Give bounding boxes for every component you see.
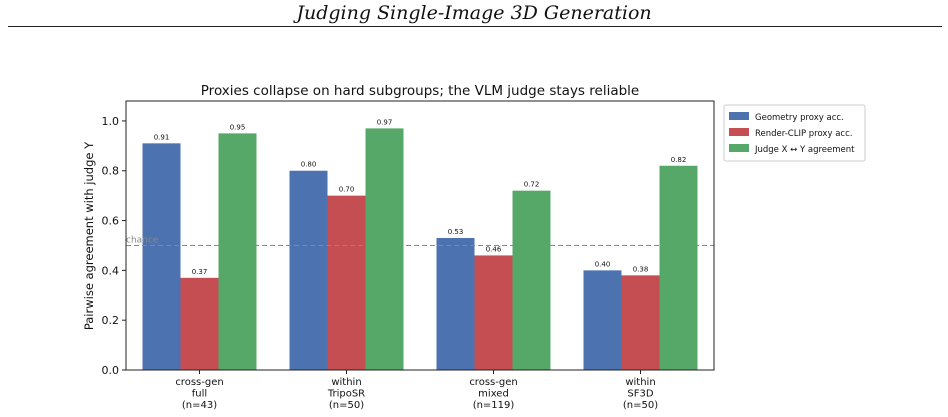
x-tick-label-line: (n=43) <box>182 400 217 411</box>
bar-value-label: 0.38 <box>633 265 649 273</box>
bar-value-label: 0.70 <box>339 186 355 194</box>
bar-value-label: 0.91 <box>154 133 170 141</box>
plot-frame <box>125 100 715 371</box>
x-tick-label-line: SF3D <box>627 389 653 400</box>
running-header: Judging Single-Image 3D Generation <box>296 2 652 24</box>
chance-line-label: chance <box>126 235 159 245</box>
x-tick-label: within SF3D (n=50) <box>623 377 658 411</box>
bar <box>659 165 698 370</box>
legend-box <box>723 104 866 162</box>
bar <box>436 237 475 370</box>
bar-value-label: 0.95 <box>230 123 246 131</box>
y-axis-label: Pairwise agreement with judge Y <box>82 141 96 330</box>
plot-area: 0.91 0.80 0.53 0.40 0.37 0.70 0.46 0.38 0.95 0.97… <box>102 100 715 411</box>
bar <box>583 270 622 370</box>
x-tick-label: cross-gen full (n=43) <box>175 377 223 411</box>
bar <box>142 143 181 370</box>
bar-value-label: 0.97 <box>377 118 393 126</box>
x-tick-label-line: (n=119) <box>473 400 515 411</box>
chart-title: Proxies collapse on hard subgroups; the … <box>201 83 639 99</box>
legend-entry: Judge X ↔ Y agreement <box>754 145 855 155</box>
bar <box>180 277 219 370</box>
x-tick-label-line: (n=50) <box>623 400 658 411</box>
bar <box>289 170 328 370</box>
x-tick-label-line: within <box>331 377 361 388</box>
y-tick-label: 0.0 <box>102 364 120 377</box>
legend-entry: Geometry proxy acc. <box>755 113 844 123</box>
y-tick-label: 0.6 <box>102 215 120 228</box>
x-tick-label-line: TripoSR <box>327 389 365 400</box>
bar <box>512 190 551 370</box>
y-tick-label: 0.8 <box>102 165 120 178</box>
x-tick-label-line: full <box>192 389 207 400</box>
bar-value-label: 0.37 <box>192 268 208 276</box>
header-rule <box>8 26 942 27</box>
bar-value-label: 0.40 <box>595 260 611 268</box>
bar-value-label: 0.53 <box>448 228 464 236</box>
bar-value-label: 0.80 <box>301 161 317 169</box>
y-tick-label: 0.4 <box>102 264 120 277</box>
bar <box>365 128 404 370</box>
legend-swatch <box>729 128 749 136</box>
y-tick-label: 1.0 <box>102 115 120 128</box>
x-tick-label-line: within <box>625 377 655 388</box>
bar <box>474 255 513 370</box>
x-tick-label-line: cross-gen <box>469 377 517 388</box>
legend-swatch <box>729 144 749 152</box>
bar <box>218 133 257 370</box>
bar <box>327 195 366 370</box>
bar-value-label: 0.82 <box>671 156 687 164</box>
bar-value-label: 0.46 <box>486 245 502 253</box>
bar-value-label: 0.72 <box>524 181 540 189</box>
x-tick-label-line: (n=50) <box>329 400 364 411</box>
legend-entry: Render-CLIP proxy acc. <box>755 129 852 139</box>
x-tick-label: within TripoSR (n=50) <box>327 377 365 411</box>
x-tick-label-line: cross-gen <box>175 377 223 388</box>
y-tick-label: 0.2 <box>102 314 120 327</box>
legend: Geometry proxy acc. Render-CLIP proxy acc… <box>723 104 866 162</box>
legend-swatch <box>729 112 749 120</box>
x-tick-label: cross-gen mixed (n=119) <box>469 377 517 411</box>
x-tick-label-line: mixed <box>478 389 509 400</box>
bar <box>621 275 660 370</box>
